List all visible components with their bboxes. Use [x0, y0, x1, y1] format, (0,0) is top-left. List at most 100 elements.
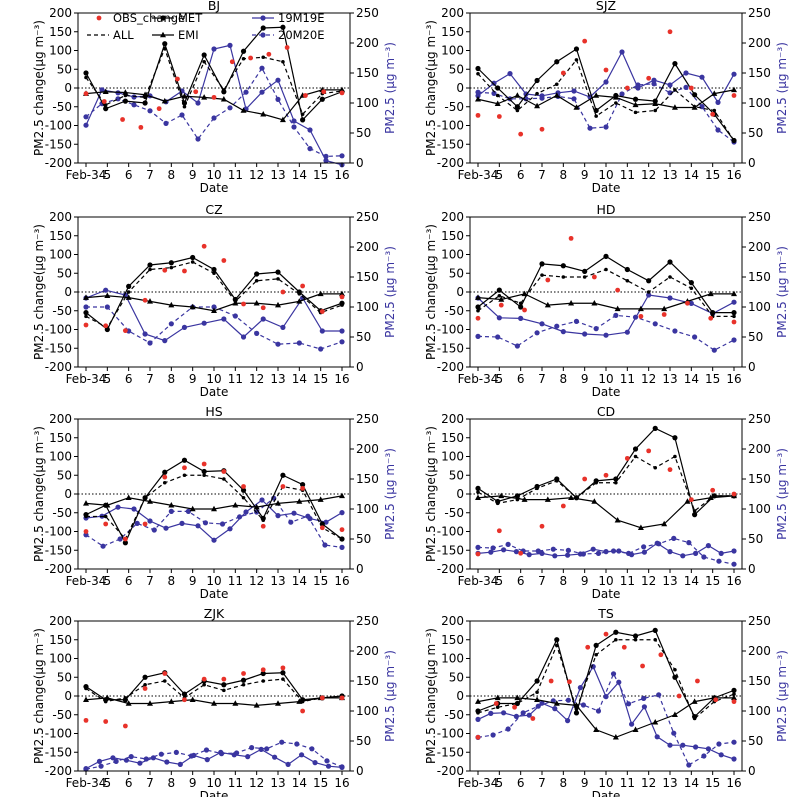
- y-left-tick-label: 200: [49, 614, 72, 628]
- x-tick-label: 13: [270, 776, 285, 790]
- series-emi-point: [83, 500, 89, 506]
- series-obs-change-point: [710, 487, 716, 493]
- series-met-point: [122, 98, 128, 104]
- panel-title: TS: [597, 606, 614, 621]
- series-emi-point: [731, 694, 737, 701]
- series-emi-point: [614, 305, 621, 312]
- series-emi-point: [296, 498, 303, 504]
- series-obs-change-point: [221, 676, 227, 682]
- series-20m20e-point: [505, 541, 511, 548]
- series-met-point: [211, 266, 217, 273]
- y-left-tick-label: -150: [437, 341, 464, 355]
- series-emi-point: [568, 300, 575, 306]
- series-20m20e-point: [275, 341, 281, 347]
- series-obs-change-point: [211, 94, 217, 100]
- x-tick-label: Feb-34: [458, 372, 499, 386]
- series-19m19e-point: [115, 504, 121, 510]
- series-19m19e-point: [285, 761, 291, 768]
- series-met-point: [103, 697, 109, 703]
- series-20m20e-point: [491, 90, 497, 96]
- y-left-tick-label: 0: [64, 81, 72, 95]
- series-met-point: [221, 89, 227, 95]
- series-19m19e-point: [624, 329, 630, 335]
- series-19m19e-point: [518, 315, 524, 321]
- series-19m19e-point: [258, 746, 264, 753]
- series-19m19e-point: [83, 122, 89, 128]
- series-obs-change-point: [201, 243, 207, 249]
- series-emi-point: [232, 300, 239, 306]
- series-19m19e-point: [204, 757, 210, 763]
- series-met-point: [554, 476, 560, 482]
- series-emi-point: [296, 698, 303, 704]
- series-20m20e-point: [219, 521, 226, 527]
- series-19m19e-line: [85, 44, 343, 166]
- series-emi-point: [568, 494, 575, 500]
- series-emi-point: [521, 290, 528, 297]
- y-right-tick-label: 200: [748, 240, 771, 254]
- x-tick-label: 9: [581, 776, 589, 790]
- series-19m19e-point: [619, 49, 625, 55]
- series-met-point: [613, 476, 619, 482]
- series-20m20e-point: [701, 554, 707, 560]
- series-19m19e-point: [211, 537, 217, 543]
- series-met-point: [731, 137, 737, 144]
- series-all-point: [653, 637, 658, 642]
- series-all-point: [535, 690, 539, 695]
- series-all-point: [261, 55, 266, 60]
- series-19m19e-point: [488, 710, 494, 717]
- series-19m19e-point: [110, 755, 116, 761]
- series-all-point: [182, 473, 187, 478]
- series-met-point: [142, 495, 148, 501]
- series-all-point: [202, 59, 206, 64]
- series-met-point: [593, 642, 599, 648]
- y-right-tick-label: 250: [356, 6, 379, 20]
- series-emi-point: [253, 300, 260, 306]
- series-obs-change-point: [201, 461, 207, 467]
- legend-marker: [260, 15, 266, 21]
- series-obs-change-point: [162, 474, 168, 480]
- x-tick-label: 6: [125, 168, 133, 182]
- series-emi-point: [731, 290, 737, 297]
- series-19m19e-point: [298, 752, 305, 758]
- series-all-point: [673, 454, 677, 459]
- y-left-axis-label: PM2.5 change(μg m⁻³): [424, 224, 438, 360]
- series-20m20e-point: [535, 548, 541, 554]
- series-met-point: [632, 446, 639, 452]
- series-20m20e-point: [98, 763, 104, 769]
- series-emi-point: [731, 86, 737, 93]
- series-20m20e-point: [716, 558, 722, 564]
- y-left-tick-label: 100: [441, 450, 464, 464]
- series-19m19e-point: [307, 127, 313, 133]
- series-obs-change-point: [162, 671, 168, 676]
- series-20m20e-point: [117, 536, 123, 542]
- series-emi-point: [593, 726, 600, 732]
- y-left-tick-label: 100: [441, 44, 464, 58]
- series-emi-point: [260, 111, 267, 117]
- x-tick-label: 13: [270, 168, 285, 182]
- series-all-point: [169, 265, 174, 270]
- series-met-point: [518, 304, 524, 310]
- y-left-tick-label: -150: [45, 543, 72, 557]
- series-met-point: [573, 710, 580, 716]
- series-19m19e-point: [715, 99, 721, 105]
- x-tick-label: 8: [560, 168, 568, 182]
- y-left-tick-label: 0: [456, 81, 464, 95]
- x-tick-label: 7: [538, 372, 546, 386]
- series-obs-change-point: [646, 75, 652, 81]
- series-lines: [83, 457, 345, 551]
- series-obs-change-point: [498, 302, 504, 308]
- series-emi-point: [514, 694, 521, 701]
- series-20m20e-point: [195, 136, 201, 142]
- series-all-point: [202, 473, 206, 478]
- x-tick-label: 10: [206, 776, 221, 790]
- series-19m19e-point: [629, 721, 635, 727]
- y-left-tick-label: 150: [49, 229, 72, 243]
- y-right-axis-label: PM2.5 (μg m⁻³): [775, 650, 789, 742]
- y-left-tick-label: -150: [45, 137, 72, 151]
- legend-label: EMI: [178, 28, 199, 42]
- series-emi-point: [296, 298, 303, 304]
- series-lines: [83, 243, 345, 352]
- series-19m19e-point: [195, 100, 201, 106]
- series-emi-point: [253, 503, 260, 510]
